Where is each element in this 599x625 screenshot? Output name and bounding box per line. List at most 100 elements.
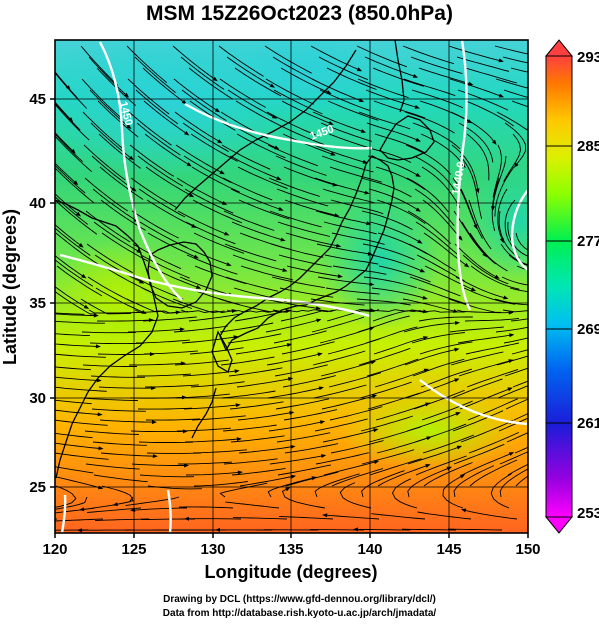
wind-arrowhead: [482, 252, 488, 258]
chart-title: MSM 15Z26Oct2023 (850.0hPa): [146, 2, 453, 25]
wind-arrowhead: [371, 394, 378, 399]
wind-arrowhead: [269, 83, 275, 88]
wind-arrowhead: [415, 207, 421, 212]
wind-arrowhead: [271, 114, 278, 119]
wind-arrowhead: [364, 190, 370, 195]
wind-arrowhead: [455, 412, 461, 416]
wind-arrowhead: [360, 129, 367, 133]
wind-arrowhead: [214, 108, 221, 113]
y-axis-title: Latitude (degrees): [0, 209, 20, 365]
colorbar: 293 285 277 269 261 253: [544, 39, 599, 534]
wind-arrowhead: [290, 474, 297, 479]
wind-arrowhead: [95, 344, 101, 349]
wind-streamlines: [55, 45, 528, 531]
wind-arrowhead: [326, 90, 332, 94]
wind-arrowhead: [415, 137, 421, 142]
colorbar-body: [545, 55, 573, 518]
wind-arrowhead: [336, 243, 342, 248]
wind-arrowhead: [151, 420, 157, 425]
wind-arrowhead: [334, 213, 340, 217]
y-tick-label: 25: [29, 479, 46, 496]
colorbar-label: 269: [577, 321, 599, 338]
wind-arrowheads: [65, 58, 542, 533]
wind-arrowhead: [499, 237, 504, 244]
wind-arrowhead: [321, 454, 327, 458]
wind-arrowhead: [491, 139, 497, 145]
colorbar-bottom-triangle: [544, 516, 574, 534]
wind-arrowhead: [141, 310, 147, 314]
wind-arrowhead: [356, 67, 363, 72]
wind-arrowhead: [422, 309, 429, 314]
wind-arrowhead: [454, 347, 460, 352]
wind-arrowhead: [470, 287, 477, 292]
wind-arrowhead: [315, 306, 322, 311]
wind-arrowhead: [289, 411, 295, 415]
wind-arrowhead: [212, 76, 218, 82]
wind-arrowhead: [73, 180, 79, 186]
wind-arrowhead: [235, 403, 241, 408]
wind-arrowhead: [175, 310, 181, 315]
wind-arrowhead: [419, 268, 426, 273]
x-axis: 120 125 130 135 140 145 150 Longitude (d…: [42, 533, 541, 582]
wind-arrowhead: [508, 359, 514, 364]
wind-arrowhead: [370, 308, 376, 313]
height-contours: [59, 40, 528, 533]
wind-arrowhead: [456, 445, 463, 450]
wind-arrowhead: [423, 368, 429, 373]
wind-arrowhead: [276, 176, 282, 181]
wind-arrowhead: [460, 508, 467, 513]
wind-arrowhead: [274, 145, 280, 150]
wind-arrowhead: [473, 224, 478, 230]
x-tick-label: 125: [121, 541, 146, 558]
wind-arrowhead: [423, 336, 429, 340]
wind-arrowhead: [494, 274, 500, 279]
wind-arrowhead: [332, 182, 338, 187]
wind-arrowhead: [237, 470, 243, 475]
wind-arrowhead: [537, 257, 542, 261]
wind-arrowhead: [79, 507, 85, 512]
wind-arrowhead: [78, 243, 84, 248]
y-tick-label: 35: [29, 295, 46, 312]
wind-arrowhead: [337, 274, 343, 279]
colorbar-label: 285: [577, 138, 599, 155]
wind-arrowhead: [454, 321, 461, 325]
wind-arrowhead: [195, 285, 202, 289]
wind-arrowhead: [184, 463, 189, 468]
wind-arrowhead: [126, 124, 132, 130]
wind-arrowhead: [457, 235, 463, 241]
wind-arrowhead: [475, 188, 480, 194]
colorbar-top-triangle: [544, 39, 574, 57]
grid-lines: [55, 40, 528, 533]
wind-arrowhead: [459, 474, 466, 479]
wind-arrowhead: [509, 333, 515, 338]
wind-arrowhead: [180, 361, 186, 366]
wind-arrowhead: [319, 420, 326, 425]
wind-arrowhead: [498, 93, 504, 98]
wind-arrowhead: [370, 360, 376, 365]
wind-arrowhead: [311, 476, 317, 481]
wind-arrowhead: [353, 527, 358, 532]
colorbar-label: 261: [577, 415, 599, 432]
y-tick-label: 45: [29, 91, 46, 108]
wind-arrowhead: [112, 502, 118, 507]
x-tick-label: 130: [200, 541, 225, 558]
x-axis-title: Longitude (degrees): [204, 562, 377, 582]
wind-arrowhead: [285, 487, 291, 492]
hokkaido-coastline: [379, 115, 435, 161]
wind-arrowhead: [234, 369, 240, 374]
wind-arrowhead: [417, 239, 423, 244]
wind-arrowhead: [149, 352, 155, 357]
wind-arrowhead: [373, 460, 380, 465]
wind-arrowhead: [70, 148, 76, 154]
wind-arrowhead: [290, 444, 296, 449]
wind-arrowhead: [425, 402, 431, 407]
temperature-field: [55, 40, 528, 533]
wind-arrowhead: [498, 58, 504, 63]
wind-arrowhead: [217, 139, 223, 144]
wind-arrowhead: [508, 452, 515, 456]
x-tick-label: 140: [357, 541, 382, 558]
x-tick-label: 120: [42, 541, 67, 558]
wind-arrowhead: [231, 309, 237, 313]
wind-arrowhead: [236, 437, 242, 442]
